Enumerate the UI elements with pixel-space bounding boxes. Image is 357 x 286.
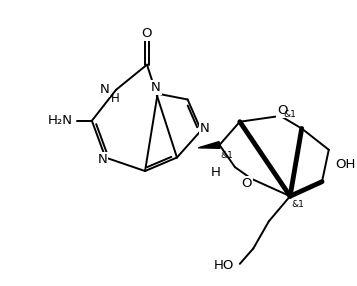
Text: N: N: [151, 82, 161, 94]
Text: H: H: [111, 92, 120, 105]
Polygon shape: [198, 142, 220, 148]
Text: N: N: [100, 83, 109, 96]
Text: HO: HO: [213, 259, 234, 272]
Text: H₂N: H₂N: [47, 114, 72, 127]
Text: &1: &1: [291, 200, 304, 209]
Text: O: O: [142, 27, 152, 40]
Text: O: O: [241, 177, 252, 190]
Text: H: H: [211, 166, 221, 178]
Text: O: O: [277, 104, 288, 117]
Text: &1: &1: [221, 151, 234, 160]
Text: &1: &1: [284, 110, 297, 120]
Text: H₂N: H₂N: [46, 114, 71, 127]
Text: N: N: [97, 153, 107, 166]
Text: OH: OH: [336, 158, 356, 171]
Text: N: N: [200, 122, 210, 135]
